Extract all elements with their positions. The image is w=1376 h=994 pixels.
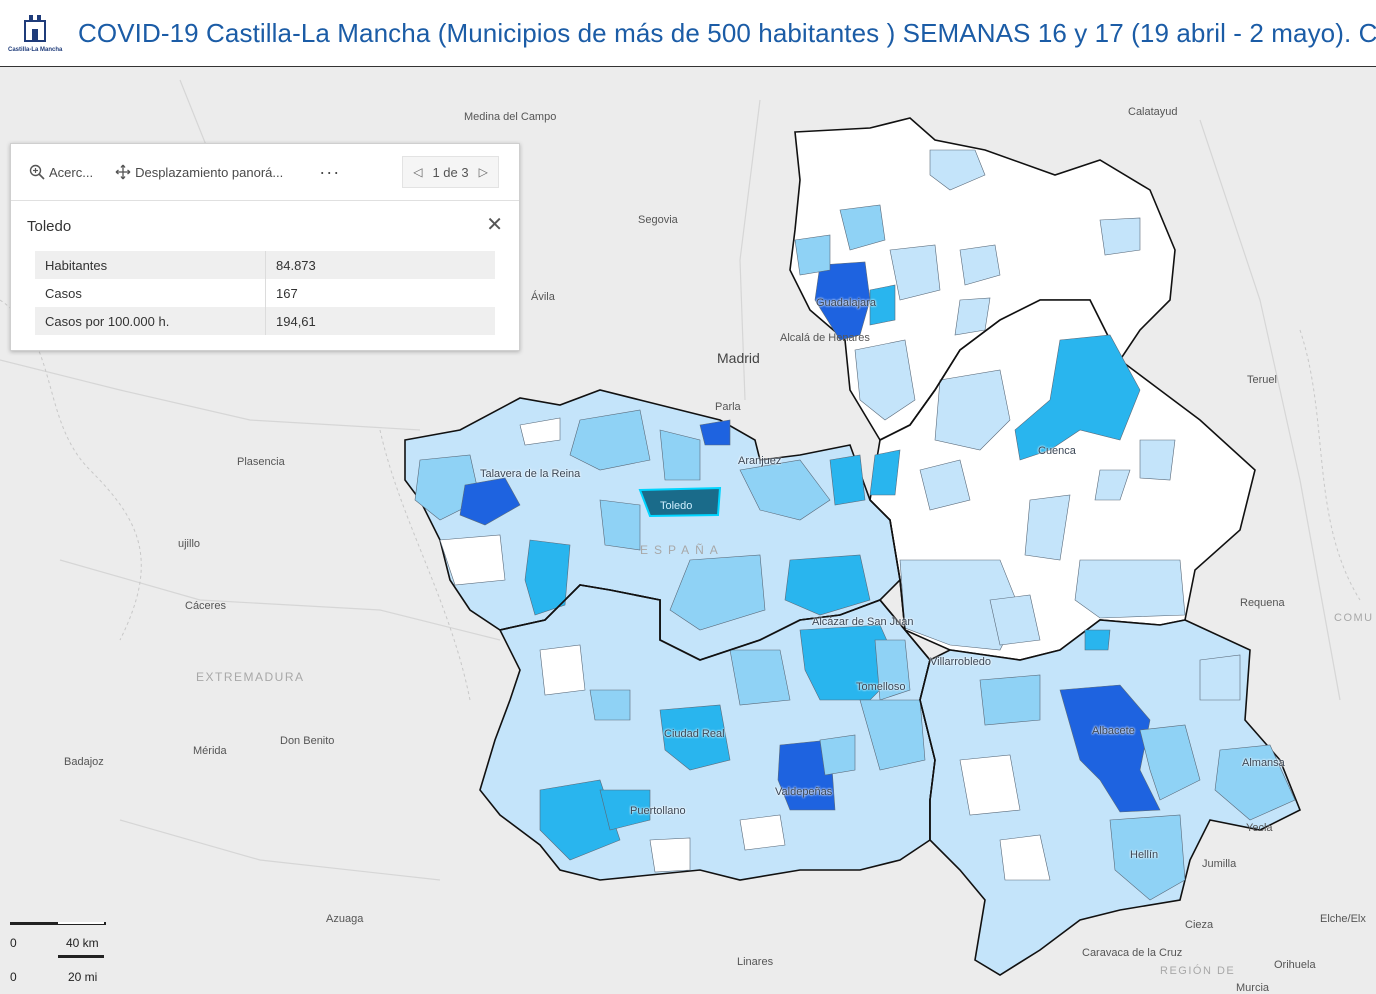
feature-pager: ◁ 1 de 3 ▷ — [402, 156, 499, 188]
table-row: Habitantes 84.873 — [35, 251, 495, 279]
place-label-medina: Medina del Campo — [464, 111, 557, 123]
scale-bar-mi-line — [58, 955, 104, 958]
previous-feature-icon[interactable]: ◁ — [413, 165, 423, 179]
map-canvas[interactable] — [0, 68, 1376, 992]
attribute-table: Habitantes 84.873 Casos 167 Casos por 10… — [35, 251, 495, 335]
place-label-toledo: Toledo — [660, 500, 693, 512]
place-label-guadalajara: Guadalajara — [816, 297, 876, 309]
popup-toolbar: Acerc... Desplazamiento panorá... ··· ◁ … — [11, 144, 519, 201]
place-label-jumilla: Jumilla — [1202, 858, 1237, 870]
pager-count: 1 de 3 — [432, 164, 469, 180]
place-label-plasencia: Plasencia — [237, 456, 285, 468]
place-label-alcazar: Alcázar de San Juan — [812, 616, 914, 628]
place-label-azuaga: Azuaga — [326, 913, 364, 925]
place-label-extremadura: EXTREMADURA — [196, 670, 305, 684]
province-boundaries — [499, 319, 1001, 840]
more-options-button[interactable]: ··· — [319, 162, 340, 183]
place-label-merida: Mérida — [193, 745, 227, 757]
castilla-la-mancha-logo: Castilla-La Mancha — [6, 5, 66, 61]
place-label-almansa: Almansa — [1242, 757, 1285, 769]
next-feature-icon[interactable]: ▷ — [478, 165, 488, 179]
place-label-puertollano: Puertollano — [630, 805, 686, 817]
scale-mi-label: 20 mi — [68, 970, 98, 984]
place-label-hellin: Hellín — [1130, 849, 1159, 861]
place-label-orihuela: Orihuela — [1274, 959, 1316, 971]
more-icon: ··· — [319, 161, 341, 182]
page-title: COVID-19 Castilla-La Mancha (Municipios … — [78, 17, 1376, 48]
scale-km-label: 40 km — [66, 936, 99, 950]
place-label-comunidad: COMU VALEN — [1334, 612, 1376, 624]
place-label-linares: Linares — [737, 956, 774, 968]
zoom-label: Acerc... — [49, 164, 94, 180]
field-key: Habitantes — [35, 251, 266, 279]
header: Castilla-La Mancha COVID-19 Castilla-La … — [0, 0, 1376, 67]
feature-title: Toledo — [27, 218, 72, 235]
scale-bar-km-segment — [58, 922, 104, 924]
place-label-teruel: Teruel — [1247, 374, 1277, 386]
place-label-region-murcia: REGIÓN DE — [1160, 965, 1236, 977]
scale-km-zero: 0 — [10, 936, 17, 950]
background-borders — [0, 299, 1361, 701]
place-label-cieza: Cieza — [1185, 919, 1214, 931]
place-label-madrid: Madrid — [717, 350, 760, 366]
field-value: 167 — [276, 285, 298, 301]
place-label-espana: ESPAÑA — [640, 543, 724, 557]
map-view[interactable]: Medina del Campo Calatayud Segovia Ávila… — [0, 68, 1376, 994]
pan-icon — [115, 164, 131, 180]
place-label-murcia: Murcia — [1236, 982, 1270, 994]
place-label-don-benito: Don Benito — [280, 735, 335, 747]
place-label-albacete: Albacete — [1092, 725, 1135, 737]
place-label-tomelloso: Tomelloso — [856, 681, 906, 693]
place-label-ciudad-real: Ciudad Real — [664, 728, 725, 740]
municipality-patches[interactable] — [414, 149, 1296, 901]
close-icon[interactable]: ✕ — [486, 214, 503, 236]
place-label-caceres: Cáceres — [185, 600, 226, 612]
zoom-icon — [29, 164, 45, 180]
table-row: Casos por 100.000 h. 194,61 — [35, 307, 495, 335]
feature-popup[interactable]: Acerc... Desplazamiento panorá... ··· ◁ … — [10, 143, 520, 351]
place-label-elche: Elche/Elx — [1320, 913, 1366, 925]
table-row: Casos 167 — [35, 279, 495, 307]
place-label-trujillo: ujillo — [178, 538, 201, 550]
place-label-calatayud: Calatayud — [1128, 106, 1178, 118]
place-label-badajoz: Badajoz — [64, 756, 104, 768]
zoom-to-button[interactable]: Acerc... — [29, 164, 93, 180]
place-label-requena: Requena — [1240, 597, 1285, 609]
pan-button[interactable]: Desplazamiento panorá... — [115, 164, 283, 180]
field-value: 194,61 — [265, 307, 495, 335]
place-label-yecla: Yecla — [1246, 822, 1273, 834]
place-label-villarrobledo: Villarrobledo — [930, 656, 991, 668]
place-label-alcala: Alcalá de Henares — [780, 332, 870, 344]
place-label-parla: Parla — [715, 401, 741, 413]
place-label-avila: Ávila — [531, 291, 555, 303]
place-label-aranjuez: Aranjuez — [738, 455, 782, 467]
place-label-valdepenas: Valdepeñas — [775, 786, 833, 798]
field-key: Casos — [35, 279, 266, 307]
place-label-talavera: Talavera de la Reina — [480, 468, 581, 480]
scale-mi-zero: 0 — [10, 970, 17, 984]
scale-bar: 0 40 km 0 20 mi — [8, 918, 118, 988]
field-value: 84.873 — [265, 251, 495, 279]
place-label-cuenca: Cuenca — [1038, 445, 1076, 457]
place-label-caravaca: Caravaca de la Cruz — [1082, 947, 1183, 959]
field-key: Casos por 100.000 h. — [35, 307, 266, 335]
place-label-segovia: Segovia — [638, 214, 678, 226]
pan-label: Desplazamiento panorá... — [135, 164, 284, 180]
